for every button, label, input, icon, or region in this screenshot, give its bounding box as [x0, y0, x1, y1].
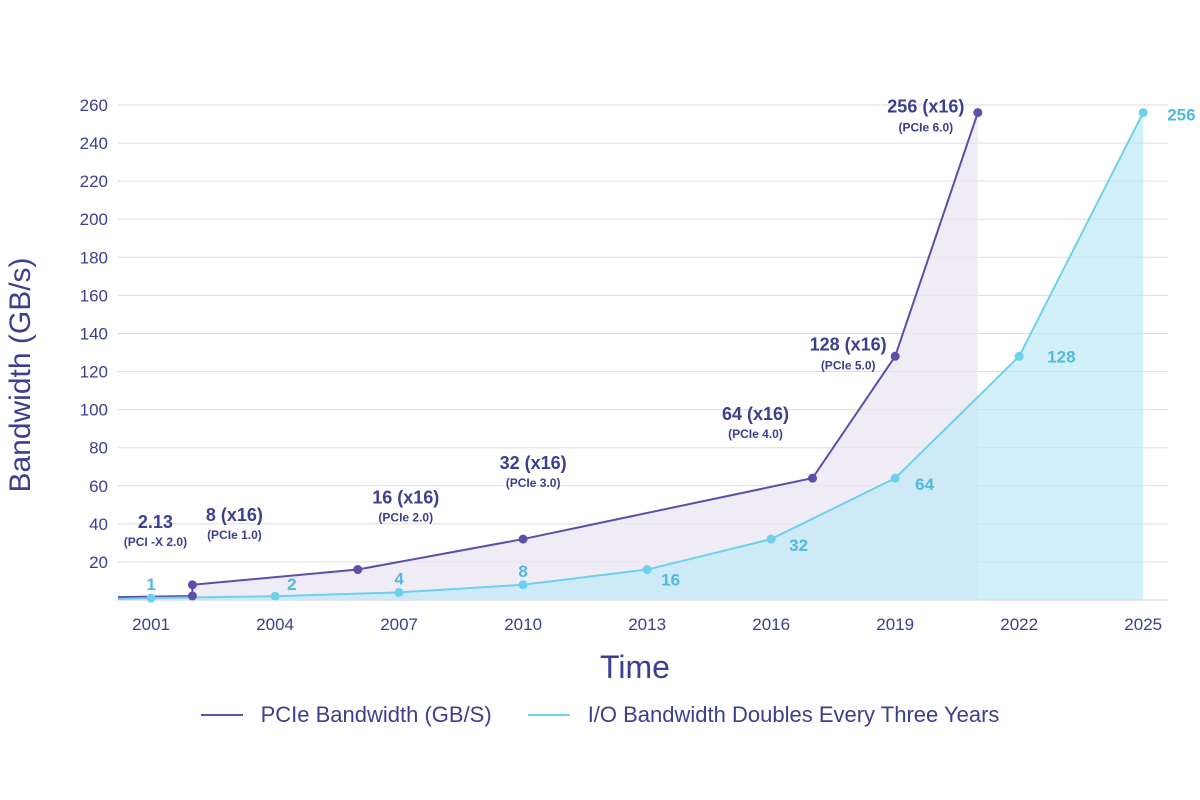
y-tick-label-40: 40	[89, 515, 108, 534]
data-labels: 2.13 (PCI -X 2.0) 8 (x16) (PCIe 1.0) 16 (x16…	[124, 97, 1196, 595]
y-tick-label-260: 260	[80, 96, 108, 115]
y-tick-label-180: 180	[80, 248, 108, 267]
y-tick-label-120: 120	[80, 363, 108, 382]
io-point-8	[1138, 108, 1148, 118]
y-tick-label-220: 220	[80, 172, 108, 191]
y-tick-label-20: 20	[89, 553, 108, 572]
pcie-point-3	[518, 534, 528, 544]
x-axis-ticks: 2001 2004 2007 2010 2013 2016 2019 2022 2025	[132, 615, 1162, 634]
legend-item-io: I/O Bandwidth Doubles Every Three Years	[527, 702, 1000, 728]
legend-label-io: I/O Bandwidth Doubles Every Three Years	[587, 702, 1000, 727]
pcie-point-2	[353, 565, 363, 575]
pcie-label-6: 256 (x16)	[887, 97, 964, 117]
y-tick-label-160: 160	[80, 286, 108, 305]
pcie-point-5	[890, 351, 900, 361]
y-tick-label-60: 60	[89, 477, 108, 496]
legend-label-pcie: PCIe Bandwidth (GB/S)	[260, 702, 492, 727]
io-point-0	[146, 593, 156, 603]
x-axis-title: Time	[600, 649, 670, 685]
io-label-2: 4	[394, 569, 404, 588]
io-area	[118, 112, 1144, 600]
io-label-3: 8	[518, 562, 527, 581]
io-label-8: 256	[1167, 106, 1195, 125]
io-point-5	[766, 534, 776, 544]
io-label-7: 128	[1047, 347, 1075, 366]
io-label-5: 32	[789, 536, 808, 555]
io-label-0: 1	[146, 575, 155, 594]
pcie-label-3: 32 (x16)	[500, 453, 567, 473]
series-areas	[118, 112, 1144, 600]
io-label-1: 2	[287, 575, 296, 594]
x-tick-label-2013: 2013	[628, 615, 666, 634]
io-point-6	[890, 473, 900, 483]
y-tick-label-80: 80	[89, 439, 108, 458]
pcie-sublabel-3: (PCIe 3.0)	[506, 476, 561, 490]
io-point-7	[1014, 351, 1024, 361]
pcie-sublabel-2: (PCIe 2.0)	[378, 511, 433, 525]
pcie-sublabel-4: (PCIe 4.0)	[728, 427, 783, 441]
pcie-point-6	[973, 108, 983, 118]
x-tick-label-2025: 2025	[1124, 615, 1162, 634]
pcie-point-4	[807, 473, 817, 483]
pcie-sublabel-0: (PCI -X 2.0)	[124, 535, 187, 549]
pcie-label-5: 128 (x16)	[810, 334, 887, 354]
pcie-sublabel-6: (PCIe 6.0)	[898, 121, 953, 135]
pcie-sublabel-5: (PCIe 5.0)	[821, 358, 876, 372]
y-tick-label-100: 100	[80, 401, 108, 420]
x-tick-label-2007: 2007	[380, 615, 418, 634]
io-point-2	[394, 587, 404, 597]
x-tick-label-2016: 2016	[752, 615, 790, 634]
io-label-4: 16	[661, 571, 680, 590]
y-tick-label-240: 240	[80, 134, 108, 153]
legend: PCIe Bandwidth (GB/S) I/O Bandwidth Doub…	[0, 702, 1200, 728]
y-tick-label-140: 140	[80, 324, 108, 343]
pcie-label-2: 16 (x16)	[372, 488, 439, 508]
io-point-3	[518, 580, 528, 590]
x-tick-label-2022: 2022	[1000, 615, 1038, 634]
y-tick-label-200: 200	[80, 210, 108, 229]
pcie-point-0	[187, 591, 197, 601]
io-line	[117, 112, 1145, 601]
io-point-1	[270, 591, 280, 601]
x-tick-label-2019: 2019	[876, 615, 914, 634]
x-tick-label-2001: 2001	[132, 615, 170, 634]
legend-swatch-pcie	[200, 714, 243, 716]
y-axis-ticks: 20 40 60 80 100 120 140 160 180 200 220 240 260	[80, 96, 108, 572]
pcie-point-1	[187, 580, 197, 590]
x-tick-label-2004: 2004	[256, 615, 294, 634]
legend-item-pcie: PCIe Bandwidth (GB/S)	[200, 702, 492, 728]
io-label-6: 64	[915, 475, 934, 494]
pcie-sublabel-1: (PCIe 1.0)	[207, 528, 262, 542]
pcie-label-1: 8 (x16)	[206, 505, 263, 525]
pcie-label-4: 64 (x16)	[722, 404, 789, 424]
x-tick-label-2010: 2010	[504, 615, 542, 634]
legend-swatch-io	[527, 714, 570, 716]
y-axis-title: Bandwidth (GB/s)	[4, 257, 37, 492]
io-point-4	[642, 565, 652, 575]
data-points	[146, 108, 1148, 603]
pcie-label-0: 2.13	[138, 512, 173, 532]
